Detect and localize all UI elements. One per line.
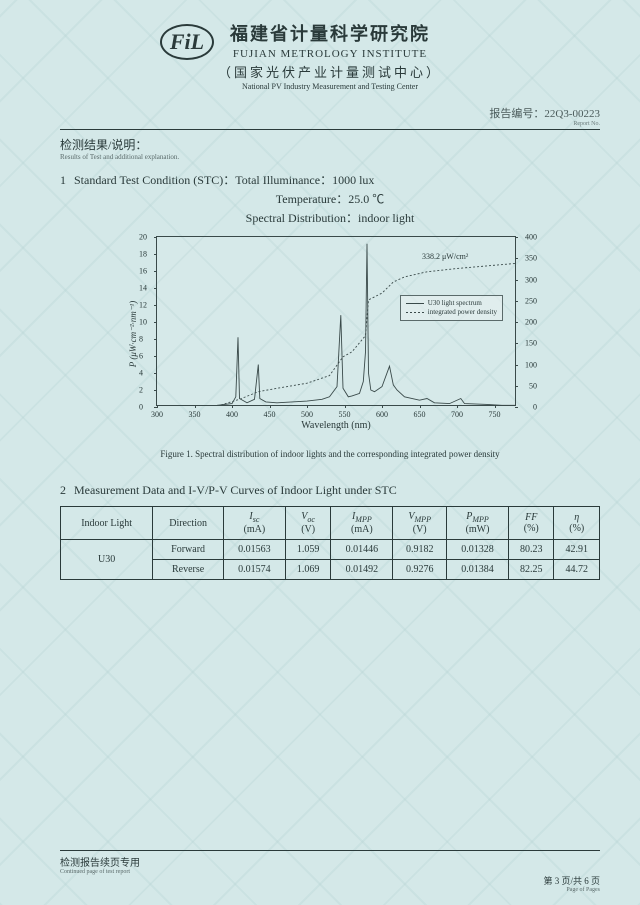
table-header: VMPP(V) xyxy=(393,507,447,540)
ytick-right: 200 xyxy=(525,318,537,327)
sec2-title: Measurement Data and I-V/P-V Curves of I… xyxy=(74,483,397,497)
page-no-text: 第 3 页/共 6 页 xyxy=(543,874,600,887)
table-header: Indoor Light xyxy=(61,507,153,540)
legend-item-spectrum: U30 light spectrum xyxy=(406,299,497,308)
logo: FiL xyxy=(160,24,214,60)
figure-caption: Figure 1. Spectral distribution of indoo… xyxy=(60,449,600,459)
ytick-left: 2 xyxy=(139,386,143,395)
ytick-left: 8 xyxy=(139,335,143,344)
table-header: Voc(V) xyxy=(285,507,330,540)
report-no-value: 22Q3-00223 xyxy=(544,108,600,120)
ytick-right: 250 xyxy=(525,296,537,305)
stc-line2: Temperature：25.0 ℃ xyxy=(60,190,600,207)
chart-area: 338.2 μW/cm² U30 light spectrum integrat… xyxy=(156,236,516,406)
legend: U30 light spectrum integrated power dens… xyxy=(400,295,503,321)
results-title: 检测结果/说明： xyxy=(60,136,600,153)
table-header: η(%) xyxy=(554,507,600,540)
xtick: 750 xyxy=(489,410,501,419)
table-header: IMPP(mA) xyxy=(331,507,393,540)
table-header: PMPP(mW) xyxy=(447,507,509,540)
data-table: Indoor LightDirectionIsc(mA)Voc(V)IMPP(m… xyxy=(60,506,600,580)
table-cell: 0.01574 xyxy=(223,560,285,580)
table-cell: Reverse xyxy=(153,560,224,580)
sec1-num: 1 xyxy=(60,173,74,188)
table-cell: 44.72 xyxy=(554,560,600,580)
page-number: 第 3 页/共 6 页 Page of Pages xyxy=(543,874,600,893)
chart-container: P (μW·cm⁻²·nm⁻¹) Pintegrated (μW·cm⁻²) 3… xyxy=(120,236,540,431)
section-2: 2Measurement Data and I-V/P-V Curves of … xyxy=(60,483,600,580)
xtick: 300 xyxy=(151,410,163,419)
chart-annotation: 338.2 μW/cm² xyxy=(422,252,468,261)
results-sub: Results of Test and additional explanati… xyxy=(60,153,600,161)
xtick: 450 xyxy=(264,410,276,419)
ytick-left: 12 xyxy=(139,301,147,310)
ytick-left: 10 xyxy=(139,318,147,327)
table-cell: 0.01563 xyxy=(223,540,285,560)
ytick-left: 4 xyxy=(139,369,143,378)
table-header: Direction xyxy=(153,507,224,540)
legend-item-integrated: integrated power density xyxy=(406,308,497,317)
ytick-left: 0 xyxy=(139,403,143,412)
table-cell: 0.01384 xyxy=(447,560,509,580)
page-no-sub: Page of Pages xyxy=(543,887,600,893)
ytick-right: 0 xyxy=(533,403,537,412)
table-cell: 1.059 xyxy=(285,540,330,560)
footer-sub: Continued page of test report xyxy=(60,869,600,875)
subtitle-cn: （国家光伏产业计量测试中心） xyxy=(60,62,600,81)
xtick: 550 xyxy=(339,410,351,419)
ytick-left: 14 xyxy=(139,284,147,293)
ytick-right: 400 xyxy=(525,233,537,242)
subtitle-en: National PV Industry Measurement and Tes… xyxy=(60,82,600,91)
ytick-left: 18 xyxy=(139,250,147,259)
ytick-left: 6 xyxy=(139,352,143,361)
legend-line-dashed xyxy=(406,312,424,313)
footer-text: 检测报告续页专用 xyxy=(60,854,600,869)
xtick: 700 xyxy=(451,410,463,419)
report-number: 报告编号：22Q3-00223 xyxy=(60,105,600,121)
ytick-right: 350 xyxy=(525,254,537,263)
stc-line3: Spectral Distribution：indoor light xyxy=(60,209,600,226)
table-group: U30 xyxy=(61,540,153,580)
title-cn: 福建省计量科学研究院 xyxy=(60,20,600,46)
header: FiL 福建省计量科学研究院 FUJIAN METROLOGY INSTITUT… xyxy=(60,20,600,91)
legend-label-1: integrated power density xyxy=(428,308,497,317)
table-header: Isc(mA) xyxy=(223,507,285,540)
table-cell: 0.01328 xyxy=(447,540,509,560)
sec2-num: 2 xyxy=(60,483,74,498)
rule-top xyxy=(60,129,600,130)
xtick: 350 xyxy=(189,410,201,419)
xtick: 600 xyxy=(376,410,388,419)
legend-line-solid xyxy=(406,303,424,304)
report-no-sub: Report No. xyxy=(60,121,600,127)
table-cell: 0.9182 xyxy=(393,540,447,560)
ytick-right: 300 xyxy=(525,275,537,284)
table-header: FF(%) xyxy=(509,507,554,540)
table-cell: 82.25 xyxy=(509,560,554,580)
table-row: U30Forward0.015631.0590.014460.91820.013… xyxy=(61,540,600,560)
table-cell: 0.01492 xyxy=(331,560,393,580)
report-no-label: 报告编号： xyxy=(489,108,544,120)
table-cell: 0.9276 xyxy=(393,560,447,580)
stc-block: 1Standard Test Condition (STC)：Total Ill… xyxy=(60,171,600,226)
title-en: FUJIAN METROLOGY INSTITUTE xyxy=(60,48,600,60)
legend-label-0: U30 light spectrum xyxy=(428,299,482,308)
x-axis-label: Wavelength (nm) xyxy=(156,420,516,431)
footer-rule xyxy=(60,850,600,851)
xtick: 400 xyxy=(226,410,238,419)
stc-line1: Standard Test Condition (STC)：Total Illu… xyxy=(74,173,374,187)
table-cell: 0.01446 xyxy=(331,540,393,560)
table-cell: Forward xyxy=(153,540,224,560)
ytick-left: 20 xyxy=(139,233,147,242)
xtick: 500 xyxy=(301,410,313,419)
table-cell: 1.069 xyxy=(285,560,330,580)
xtick: 650 xyxy=(414,410,426,419)
ytick-right: 100 xyxy=(525,360,537,369)
table-cell: 42.91 xyxy=(554,540,600,560)
table-cell: 80.23 xyxy=(509,540,554,560)
footer: 检测报告续页专用 Continued page of test report xyxy=(60,850,600,875)
ytick-left: 16 xyxy=(139,267,147,276)
ytick-right: 150 xyxy=(525,339,537,348)
ytick-right: 50 xyxy=(529,381,537,390)
y-axis-left-label: P (μW·cm⁻²·nm⁻¹) xyxy=(128,300,139,367)
